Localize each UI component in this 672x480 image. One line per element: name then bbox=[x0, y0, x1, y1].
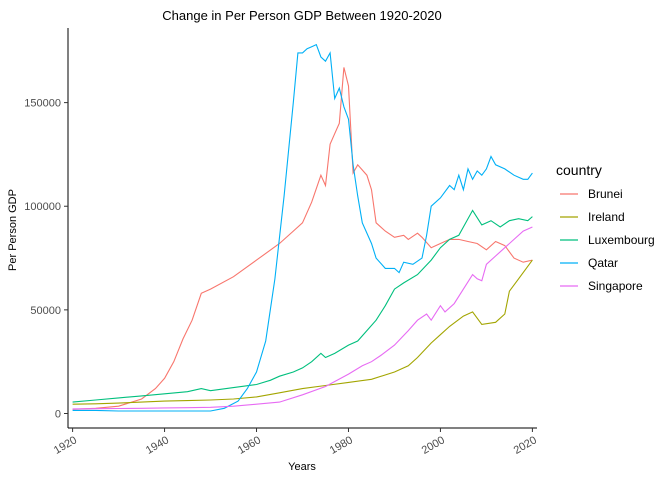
x-axis-title: Years bbox=[288, 461, 316, 473]
series-line-singapore bbox=[72, 226, 533, 410]
x-tick-label: 1980 bbox=[328, 434, 355, 457]
legend-label-brunei: Brunei bbox=[588, 187, 623, 201]
x-tick-label: 2000 bbox=[420, 434, 447, 457]
legend-title: country bbox=[556, 162, 602, 178]
legend: country Brunei Ireland Luxembourg Qatar Sing… bbox=[556, 162, 655, 293]
legend-label-ireland: Ireland bbox=[588, 210, 625, 224]
x-tick-label: 1920 bbox=[52, 434, 79, 457]
y-tick-label: 0 bbox=[55, 408, 61, 420]
legend-items: Brunei Ireland Luxembourg Qatar Singapore bbox=[560, 187, 655, 293]
x-tick-label: 2020 bbox=[512, 434, 539, 457]
y-ticks: 0 50000 100000 150000 bbox=[24, 98, 68, 420]
chart-title: Change in Per Person GDP Between 1920-20… bbox=[162, 8, 441, 23]
series-layer bbox=[72, 43, 533, 412]
legend-label-luxembourg: Luxembourg bbox=[588, 233, 655, 247]
series-line-ireland bbox=[72, 259, 533, 405]
legend-label-qatar: Qatar bbox=[588, 256, 618, 270]
x-ticks: 1920 1940 1960 1980 2000 2020 bbox=[52, 428, 539, 457]
plot-area: 1920 1940 1960 1980 2000 2020 0 50000 100000 150… bbox=[24, 28, 539, 457]
y-tick-label: 100000 bbox=[24, 201, 61, 213]
x-tick-label: 1940 bbox=[144, 434, 171, 457]
x-tick-label: 1960 bbox=[236, 434, 263, 457]
legend-label-singapore: Singapore bbox=[588, 279, 643, 293]
series-line-luxembourg bbox=[72, 209, 533, 403]
series-line-qatar bbox=[72, 43, 533, 412]
y-axis-title: Per Person GDP bbox=[7, 189, 19, 271]
y-tick-label: 150000 bbox=[24, 98, 61, 110]
y-tick-label: 50000 bbox=[30, 305, 61, 317]
series-line-brunei bbox=[72, 67, 533, 410]
